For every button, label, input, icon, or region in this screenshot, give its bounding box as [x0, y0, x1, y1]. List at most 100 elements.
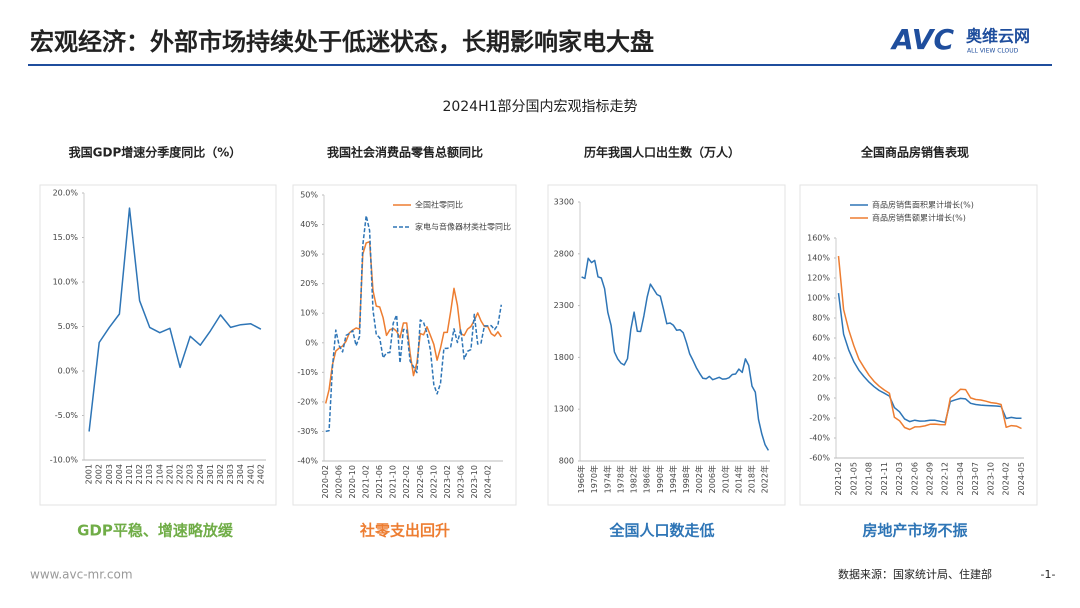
x-tick-label: 2023-04 [956, 462, 965, 495]
y-tick-label: 0.0% [58, 367, 79, 376]
y-tick-label: -30% [297, 427, 318, 436]
y-tick-label: 60% [812, 334, 830, 343]
x-tick-label: 2010年 [720, 465, 730, 493]
x-tick-label: 2021-10 [389, 465, 398, 498]
x-tick-label: 2024-02 [483, 465, 492, 498]
x-tick-label: 2022年 [760, 465, 770, 493]
brand-en: ALL VIEW CLOUD [967, 48, 1019, 55]
y-tick-label: 15.0% [53, 233, 79, 242]
chart-title: 历年我国人口出生数（万人） [584, 145, 740, 160]
y-tick-label: 20% [300, 279, 318, 288]
x-tick-label: 1966年 [576, 465, 586, 493]
y-tick-label: -20% [809, 414, 830, 423]
x-tick-label: 2022-10 [429, 465, 438, 498]
chart-title: 我国社会消费品零售总额同比 [327, 145, 483, 160]
y-tick-label: -10.0% [50, 456, 79, 465]
panel [39, 184, 277, 506]
x-tick-label: 2002 [95, 464, 104, 484]
x-tick-label: 2103 [145, 464, 154, 484]
series-line [837, 293, 1022, 424]
y-tick-label: 20.0% [53, 189, 79, 198]
footer-url: www.avc-mr.com [30, 568, 133, 582]
x-tick-label: 2023-02 [443, 465, 452, 498]
series-line [324, 240, 502, 404]
panel [547, 184, 786, 506]
chart-title: 全国商品房销售表现 [860, 145, 969, 160]
y-tick-label: 20% [812, 374, 830, 383]
y-tick-label: 10.0% [53, 278, 79, 287]
x-tick-label: 2004 [115, 464, 124, 484]
series-line [88, 207, 262, 432]
x-tick-label: 1994年 [668, 465, 678, 493]
section-title: 2024H1部分国内宏观指标走势 [442, 99, 637, 115]
y-tick-label: -60% [809, 454, 830, 463]
x-tick-label: 1982年 [629, 465, 639, 493]
x-tick-label: 2204 [196, 464, 205, 484]
caption: 全国人口数走低 [608, 522, 714, 540]
x-tick-label: 2002年 [694, 465, 704, 493]
chart-title: 我国GDP增速分季度同比（%） [69, 145, 242, 160]
brand: 奥维云网 [966, 27, 1030, 46]
y-tick-label: 40% [300, 220, 318, 229]
y-tick-label: 5.0% [58, 322, 79, 331]
legend-label: 商品房销售额累计增长(%) [872, 213, 966, 223]
x-tick-label: 2101 [125, 464, 134, 484]
x-tick-label: 2018年 [746, 465, 756, 493]
y-tick-label: -40% [809, 434, 830, 443]
y-tick-label: -10% [297, 368, 318, 377]
y-tick-label: 3300 [554, 198, 574, 207]
y-tick-label: 10% [300, 309, 318, 318]
slide-title: 宏观经济：外部市场持续处于低迷状态，长期影响家电大盘 [30, 28, 654, 56]
x-tick-label: 2001 [85, 464, 94, 484]
x-tick-label: 1998年 [681, 465, 691, 493]
x-tick-label: 2022-06 [910, 462, 919, 495]
caption: 房地产市场不振 [862, 522, 967, 540]
x-tick-label: 2021-11 [880, 462, 889, 495]
y-tick-label: 1300 [554, 405, 574, 414]
x-tick-label: 2202 [176, 464, 185, 484]
x-tick-label: 2022-03 [895, 462, 904, 495]
x-tick-label: 2201 [165, 464, 174, 484]
x-tick-label: 2203 [186, 464, 195, 484]
x-tick-label: 2022-02 [402, 465, 411, 498]
x-tick-label: 2022-12 [941, 462, 950, 495]
caption: GDP平稳、增速略放缓 [77, 522, 234, 540]
x-tick-label: 2401 [246, 464, 255, 484]
legend-label: 商品房销售面积累计增长(%) [872, 200, 974, 210]
x-tick-label: 2006年 [707, 465, 717, 493]
x-tick-label: 2021-06 [375, 465, 384, 498]
y-tick-label: 1800 [554, 353, 574, 362]
x-tick-label: 2024-05 [1017, 462, 1026, 495]
x-tick-label: 2003 [105, 464, 114, 484]
y-tick-label: -40% [297, 457, 318, 466]
footer-source: 数据来源：国家统计局、住建部 [838, 567, 992, 581]
y-tick-label: -5.0% [55, 411, 79, 420]
x-tick-label: 2024-02 [1002, 462, 1011, 495]
x-tick-label: 2023-07 [971, 462, 980, 495]
y-tick-label: 140% [807, 254, 830, 263]
caption: 社零支出回升 [359, 522, 450, 540]
x-tick-label: 1970年 [589, 465, 599, 493]
x-tick-label: 2021-02 [834, 462, 843, 495]
x-tick-label: 2302 [216, 464, 225, 484]
x-tick-label: 2022-09 [926, 462, 935, 495]
x-tick-label: 2104 [155, 464, 164, 484]
series-line [837, 255, 1022, 431]
y-tick-label: 100% [807, 294, 830, 303]
y-tick-label: 2300 [554, 301, 574, 310]
page-number: -1- [1041, 568, 1056, 581]
x-tick-label: 2402 [256, 464, 265, 484]
x-tick-label: 2023-10 [986, 462, 995, 495]
y-tick-label: 50% [300, 191, 318, 200]
y-tick-label: 120% [807, 274, 830, 283]
y-tick-label: 0% [305, 338, 318, 347]
legend-label: 家电与音像器材类社零同比 [415, 222, 511, 232]
x-tick-label: 1990年 [655, 465, 665, 493]
x-tick-label: 2021-02 [362, 465, 371, 498]
x-tick-label: 2023-10 [470, 465, 479, 498]
y-tick-label: 80% [812, 314, 830, 323]
x-tick-label: 2021-08 [865, 462, 874, 495]
y-tick-label: 160% [807, 234, 830, 243]
